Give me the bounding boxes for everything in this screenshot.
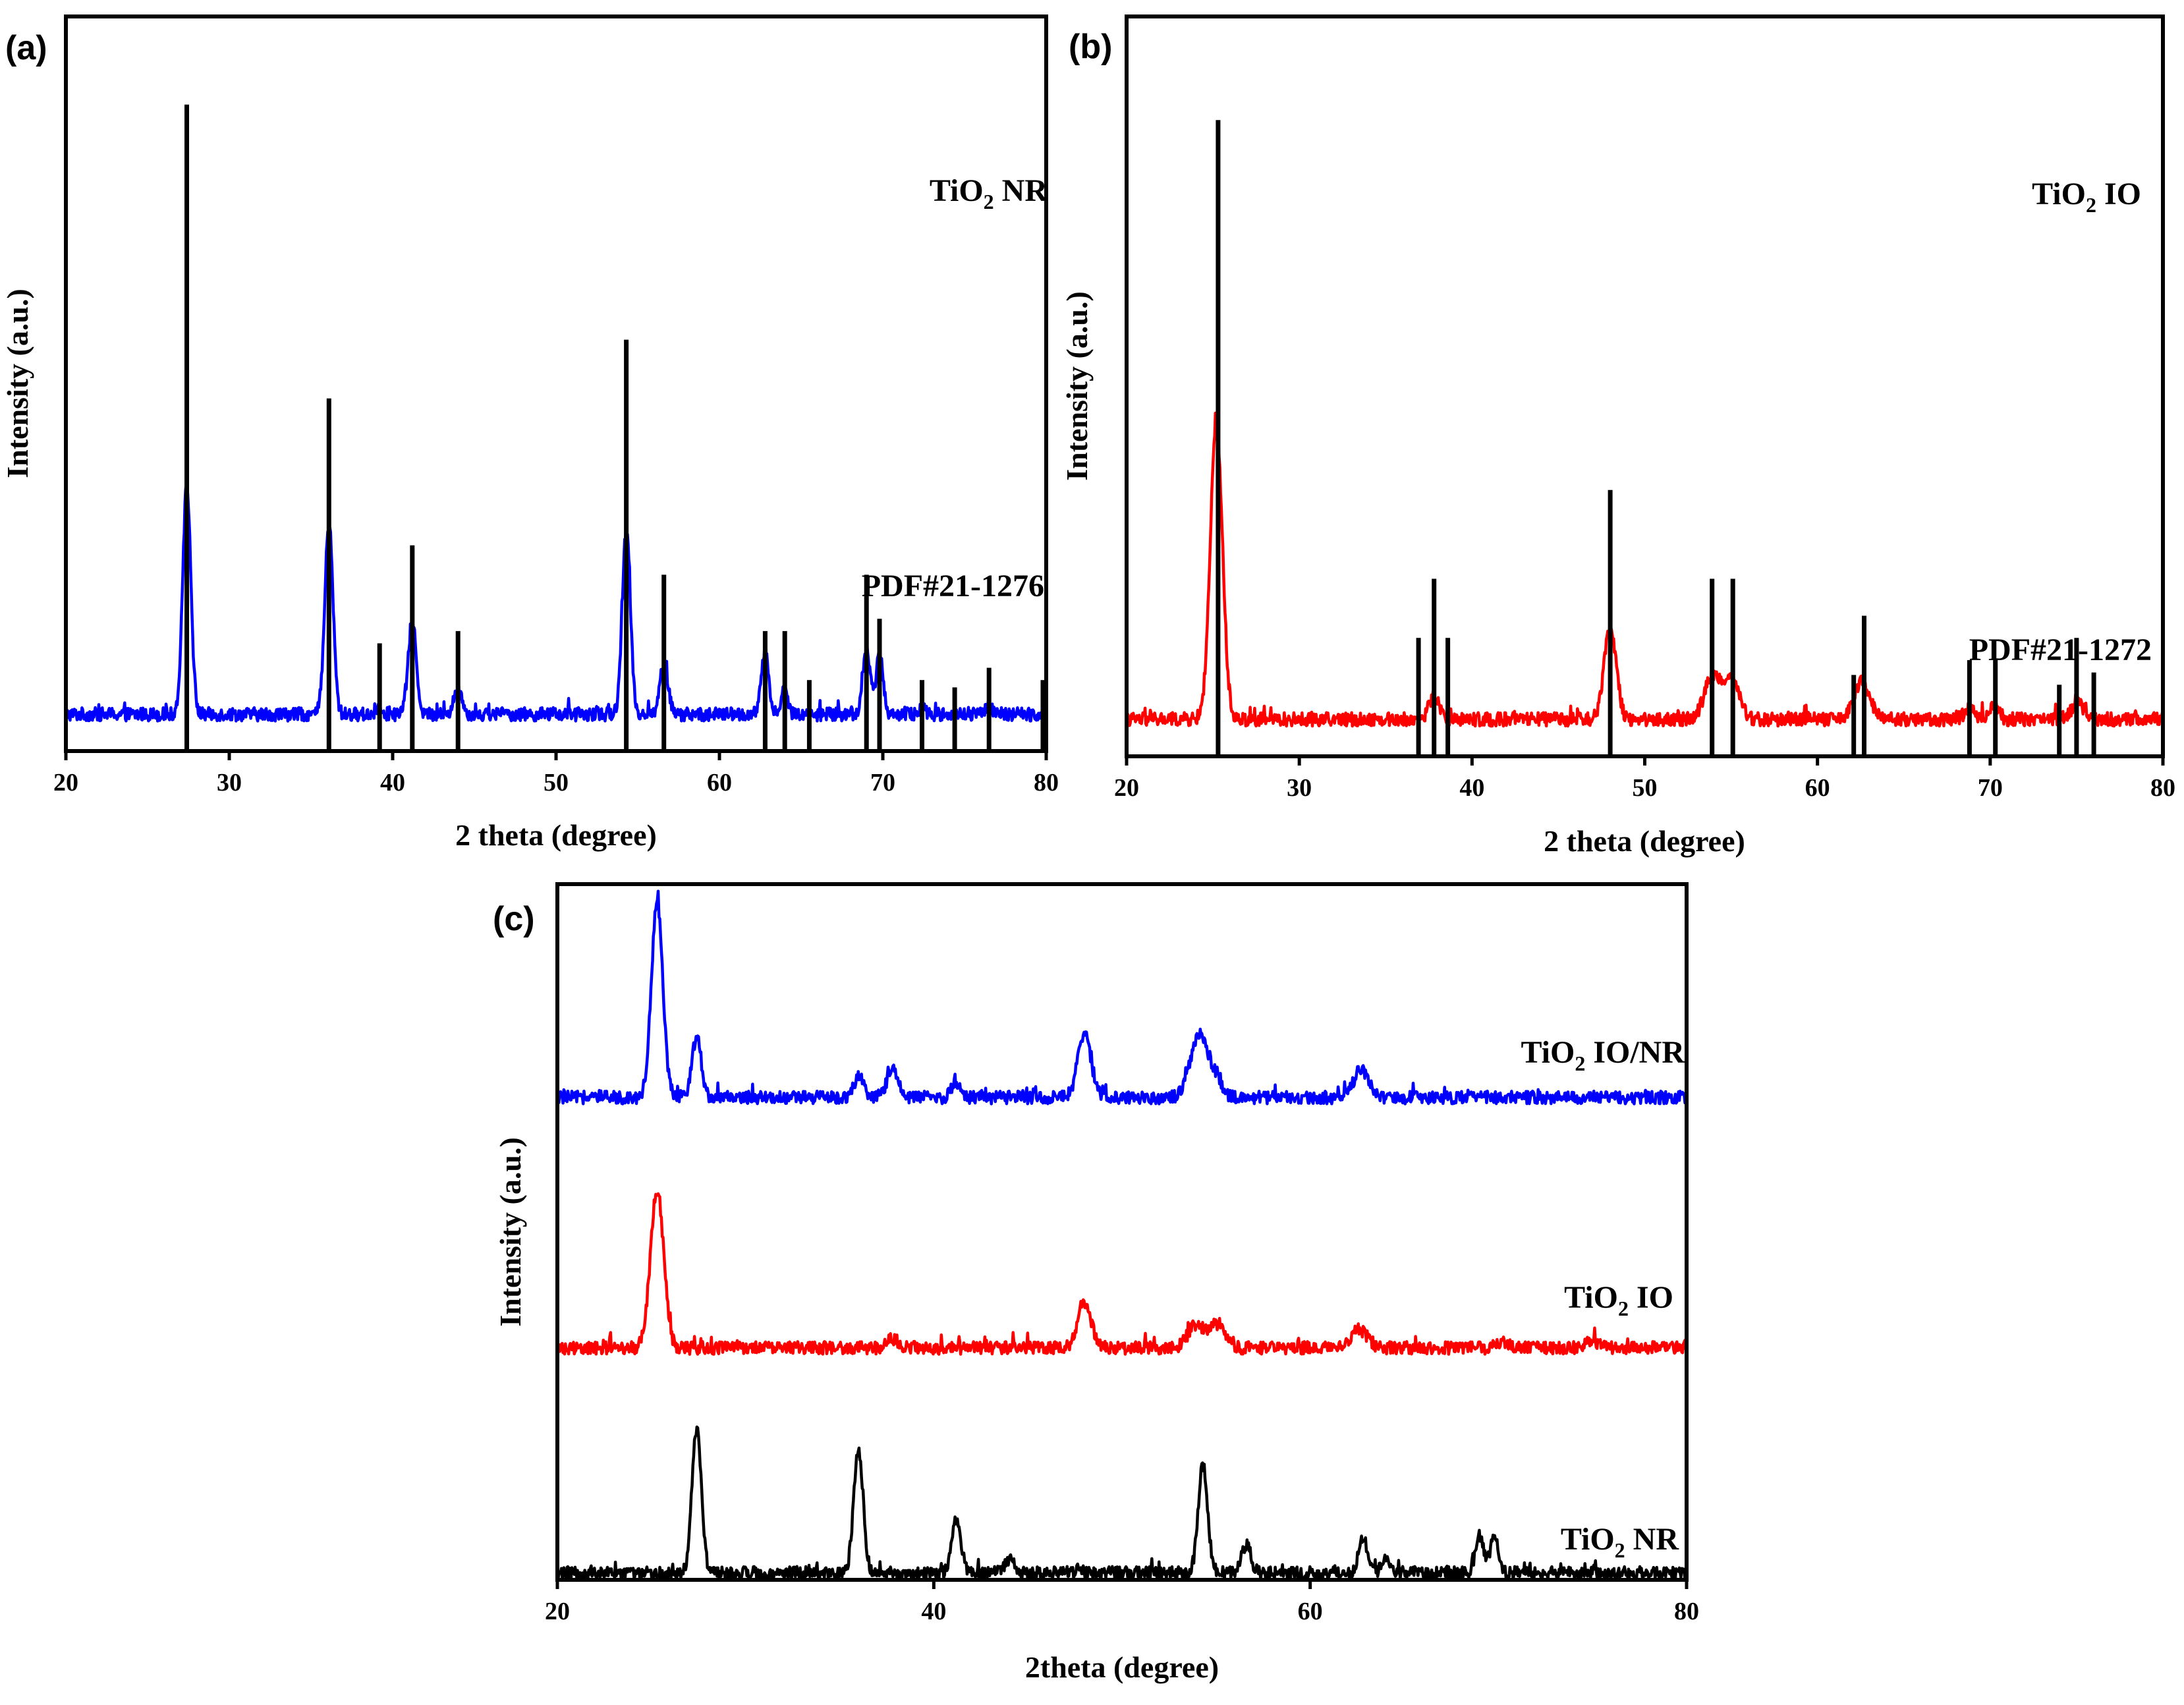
x-tick-label: 50: [544, 769, 569, 797]
x-tick-label: 40: [921, 1598, 946, 1625]
series-label: TiO2 IO: [2032, 177, 2141, 217]
series-label: PDF#21-1272: [1969, 632, 2152, 667]
y-axis-title: Intensity (a.u.): [493, 1137, 527, 1327]
x-tick-label: 20: [53, 769, 78, 797]
chart-panel-b: TiO2 IO PDF#21-1272 20 30 40 50 60 70 80 2 theta …: [1060, 14, 2175, 858]
series-line-tio2-nr: [66, 481, 1046, 723]
panel-label: (c): [493, 900, 535, 938]
x-tick-label: 80: [1034, 769, 1059, 797]
panel-label: (b): [1069, 28, 1112, 66]
x-axis-title: 2theta (degree): [1025, 1650, 1219, 1684]
series-label: TiO2 IO/NR: [1521, 1035, 1685, 1075]
x-axis-title: 2 theta (degree): [1544, 824, 1745, 858]
x-tick-label: 20: [1114, 774, 1139, 802]
series-line-tio2-io: [557, 1192, 1687, 1356]
chart-panel-a: TiO2 NR PDF#21-1276 20 30 40 50 60 70 80 2 theta …: [1, 14, 1059, 852]
x-tick-label: 70: [870, 769, 895, 797]
series-label: TiO2 IO: [1564, 1280, 1673, 1320]
x-axis-title: 2 theta (degree): [455, 818, 657, 852]
x-tick-label: 60: [1805, 774, 1830, 802]
plot-frame: [555, 882, 1689, 1582]
panel-label: (a): [5, 29, 47, 67]
x-tick-label: 40: [380, 769, 405, 797]
x-tick-label: 50: [1633, 774, 1658, 802]
x-tick-label: 60: [707, 769, 732, 797]
series-line-tio2-io-nr: [557, 889, 1687, 1105]
series-line-tio2-io: [1127, 411, 2163, 728]
series-line-tio2-nr: [557, 1425, 1687, 1580]
x-tick-label: 60: [1298, 1598, 1323, 1625]
y-axis-title: Intensity (a.u.): [1, 289, 34, 478]
x-tick-label: 70: [1978, 774, 2003, 802]
chart-panel-c: TiO2 IO/NR TiO2 IO TiO2 NR 20 40 60 80 2theta (…: [493, 882, 1699, 1684]
x-tick-label: 20: [545, 1598, 570, 1625]
x-tick-label: 80: [2150, 774, 2175, 802]
series-label: TiO2 NR: [930, 173, 1048, 213]
y-axis-title: Intensity (a.u.): [1060, 291, 1094, 481]
x-tick-label: 30: [1287, 774, 1312, 802]
x-tick-label: 80: [1674, 1598, 1699, 1625]
x-tick-label: 30: [217, 769, 242, 797]
series-label: TiO2 NR: [1561, 1522, 1679, 1562]
x-tick-label: 40: [1459, 774, 1484, 802]
series-label: PDF#21-1276: [862, 569, 1044, 603]
